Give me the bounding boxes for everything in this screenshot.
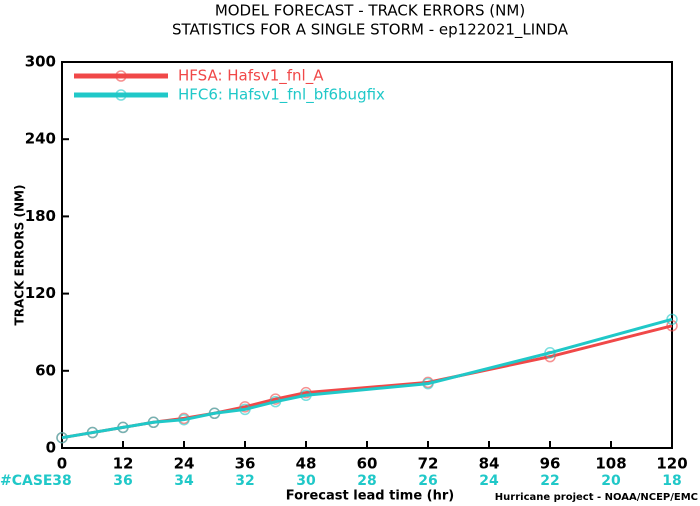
data-point [117, 421, 129, 434]
legend-marker [115, 70, 127, 82]
data-point [56, 431, 68, 444]
series-line [61, 317, 673, 440]
legend-marker [115, 89, 127, 101]
x-tick-label: 96 [540, 455, 561, 473]
y-tick-label: 300 [25, 53, 56, 71]
data-point [208, 407, 221, 420]
case-count: 22 [540, 473, 559, 489]
x-tick-label: 0 [57, 455, 67, 473]
case-count: 34 [174, 473, 194, 489]
data-point [147, 416, 160, 429]
data-point [86, 426, 99, 439]
x-tick-label: 84 [479, 455, 500, 473]
case-count: 18 [662, 473, 681, 489]
x-tick-label: 24 [174, 455, 195, 473]
data-point [544, 347, 556, 359]
data-point [269, 395, 282, 408]
chart-subtitle: STATISTICS FOR A SINGLE STORM - ep122021… [172, 21, 569, 40]
case-count: 20 [601, 473, 621, 489]
data-point [178, 413, 190, 426]
case-label: #CASE [0, 473, 53, 489]
y-axis-label: TRACK ERRORS (NM) [13, 185, 27, 326]
x-tick-label: 72 [418, 455, 439, 473]
x-tick-label: 12 [113, 455, 134, 473]
case-count: 30 [296, 473, 316, 489]
case-count: 28 [357, 473, 376, 489]
footer: Hurricane project - NOAA/NCEP/EMC [495, 492, 698, 503]
chart-title: MODEL FORECAST - TRACK ERRORS (NM) [215, 2, 525, 20]
x-tick-label: 120 [656, 455, 687, 473]
case-count: 26 [418, 473, 437, 489]
data-point [239, 403, 251, 416]
x-tick-label: 48 [296, 455, 317, 473]
y-tick-label: 60 [35, 361, 56, 379]
y-tick-label: 180 [25, 207, 56, 225]
y-tick-label: 240 [25, 130, 56, 148]
data-point [300, 389, 312, 401]
legend-label: HFSA: Hafsv1_fnl_A [178, 67, 324, 86]
case-count: 36 [113, 473, 132, 489]
y-tick-label: 120 [25, 284, 56, 302]
x-tick-label: 108 [595, 455, 626, 473]
data-point [422, 377, 434, 390]
x-tick-label: 36 [235, 455, 256, 473]
case-count: 38 [52, 473, 71, 489]
case-count: 32 [235, 473, 254, 489]
case-count: 24 [479, 473, 499, 489]
data-point [666, 313, 678, 326]
y-tick-label: 0 [46, 439, 56, 457]
x-axis-label: Forecast lead time (hr) [286, 489, 454, 504]
x-tick-label: 60 [357, 455, 378, 473]
legend-label: HFC6: Hafsv1_fnl_bf6bugfix [178, 86, 385, 105]
